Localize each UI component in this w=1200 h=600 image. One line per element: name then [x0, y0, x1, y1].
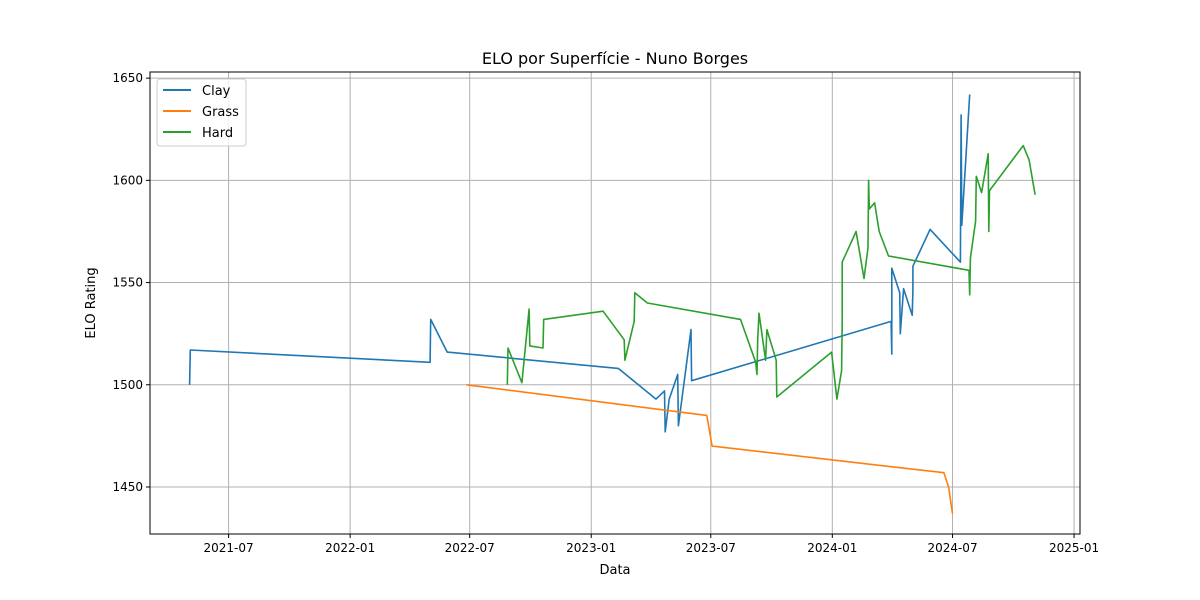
chart-title: ELO por Superfície - Nuno Borges: [482, 49, 748, 68]
grid-lines: [150, 72, 1080, 534]
x-tick-label: 2024-07: [927, 541, 977, 555]
y-tick-label: 1600: [112, 173, 143, 187]
x-tick-label: 2021-07: [204, 541, 254, 555]
x-tick-label: 2025-01: [1049, 541, 1099, 555]
legend: Clay Grass Hard: [156, 78, 247, 147]
x-tick-label: 2022-07: [445, 541, 495, 555]
y-axis-title: ELO Rating: [84, 267, 99, 338]
legend-label-grass: Grass: [202, 105, 239, 120]
series-line-hard: [506, 144, 1036, 400]
y-tick-label: 1650: [112, 71, 143, 85]
x-axis-title: Data: [599, 563, 630, 578]
y-tick-label: 1500: [112, 378, 143, 392]
legend-label-hard: Hard: [202, 126, 233, 141]
series-line-grass: [466, 384, 954, 514]
x-tick-label: 2022-01: [325, 541, 375, 555]
axis-ticks: 2021-07 2022-01 2022-07 2023-01 2023-07 2024-…: [112, 71, 1099, 555]
series-lines: [188, 94, 1036, 514]
x-tick-label: 2024-01: [807, 541, 857, 555]
legend-label-clay: Clay: [202, 84, 231, 99]
plot-frame: [149, 71, 1081, 535]
series-line-clay: [188, 94, 971, 433]
x-tick-label: 2023-01: [566, 541, 616, 555]
legend-box: [156, 78, 247, 147]
y-tick-label: 1450: [112, 480, 143, 494]
y-tick-label: 1550: [112, 276, 143, 290]
x-tick-label: 2023-07: [686, 541, 736, 555]
